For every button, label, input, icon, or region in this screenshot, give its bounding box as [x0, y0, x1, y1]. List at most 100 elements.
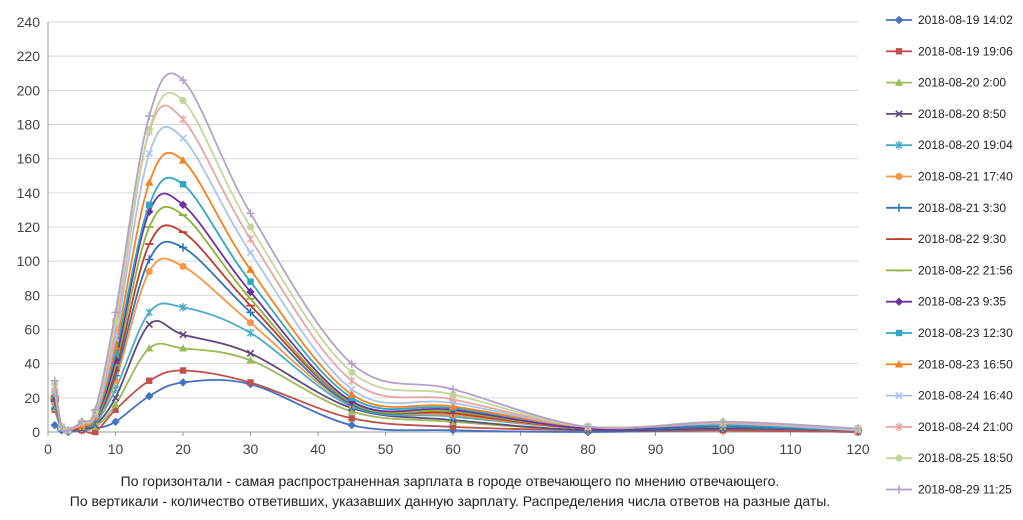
data-point [449, 390, 457, 399]
legend-item: 2018-08-29 11:25 [886, 483, 1012, 497]
data-point [178, 200, 188, 209]
legend-label: 2018-08-20 8:50 [918, 107, 1006, 121]
legend-item: 2018-08-20 2:00 [886, 76, 1006, 90]
x-tick-label: 20 [175, 441, 191, 457]
data-point [145, 178, 154, 186]
x-tick-label: 10 [108, 441, 124, 457]
legend-item: 2018-08-21 3:30 [886, 201, 1006, 215]
legend-label: 2018-08-22 9:30 [918, 232, 1006, 246]
legend-marker [894, 203, 904, 212]
data-point [246, 319, 255, 327]
data-point [64, 426, 73, 435]
data-point [448, 402, 458, 410]
x-tick-label: 110 [779, 441, 802, 457]
legend-marker [894, 297, 904, 306]
legend-marker [894, 485, 904, 494]
legend-marker [894, 360, 904, 368]
data-point [178, 243, 188, 252]
y-axis-caption: По вертикали - количество ответивших, ук… [70, 493, 831, 509]
x-tick-label: 70 [513, 441, 529, 457]
data-point [179, 115, 187, 124]
data-point [179, 262, 187, 270]
data-point [111, 417, 120, 426]
data-point [347, 407, 356, 415]
data-point [348, 376, 356, 385]
x-tick-label: 120 [846, 441, 870, 457]
data-point [347, 390, 356, 398]
data-point [179, 96, 187, 105]
y-tick-label: 140 [17, 185, 41, 201]
data-point [178, 344, 188, 352]
y-tick-label: 20 [24, 390, 40, 406]
data-point [145, 308, 153, 317]
data-point [246, 349, 255, 358]
data-point [111, 394, 120, 402]
legend-marker [895, 422, 903, 432]
data-point [50, 376, 59, 385]
data-point [246, 356, 255, 364]
data-point [112, 406, 119, 413]
y-tick-label: 160 [17, 151, 41, 167]
legend-label: 2018-08-24 21:00 [918, 420, 1013, 434]
data-point [91, 405, 100, 414]
legend-marker [894, 78, 904, 86]
legend-label: 2018-08-21 17:40 [918, 170, 1013, 184]
legend-item: 2018-08-23 9:35 [886, 295, 1006, 309]
series-line [54, 378, 859, 433]
legend-marker [895, 141, 903, 150]
data-point [179, 134, 187, 142]
data-point [145, 111, 154, 121]
data-point [246, 248, 255, 257]
y-tick-label: 240 [17, 14, 41, 30]
data-point [449, 423, 457, 431]
legend-marker [895, 48, 903, 55]
legend-label: 2018-08-23 12:30 [918, 326, 1013, 340]
data-point [179, 303, 187, 312]
data-point [145, 391, 154, 401]
data-point [112, 350, 119, 357]
series-12 [50, 151, 863, 434]
series-line [53, 72, 859, 433]
legend-label: 2018-08-20 19:04 [918, 138, 1013, 152]
data-point [92, 428, 99, 436]
data-point [77, 417, 86, 426]
x-axis-caption: По горизонтали - самая распространенная … [121, 473, 780, 489]
data-point [179, 181, 187, 188]
data-point [583, 422, 593, 432]
data-point [347, 420, 356, 430]
legend-label: 2018-08-24 16:40 [918, 389, 1013, 403]
y-tick-label: 200 [17, 82, 41, 98]
y-tick-label: 0 [32, 424, 40, 440]
data-point [348, 415, 355, 422]
gridlines [48, 21, 858, 399]
data-point [853, 424, 863, 433]
legend-label: 2018-08-29 11:25 [918, 483, 1012, 497]
data-point [178, 378, 188, 387]
data-point [246, 308, 255, 317]
legend-label: 2018-08-19 19:06 [918, 44, 1013, 58]
series-13 [50, 125, 862, 435]
x-tick-label: 0 [44, 441, 52, 457]
data-point [145, 344, 154, 352]
legend-item: 2018-08-21 17:40 [886, 170, 1013, 184]
data-point [57, 422, 66, 432]
legend-marker [895, 172, 903, 181]
data-point [146, 201, 153, 208]
data-point [145, 126, 153, 134]
data-point [247, 379, 254, 386]
series-group [50, 72, 863, 437]
data-point [146, 377, 153, 384]
data-point [246, 328, 255, 338]
data-point [178, 156, 188, 164]
data-point [448, 385, 458, 394]
legend-label: 2018-08-23 9:35 [918, 295, 1006, 309]
legend-item: 2018-08-22 21:56 [886, 263, 1013, 277]
data-point [348, 394, 355, 402]
data-point [145, 149, 154, 158]
y-tick-label: 80 [24, 287, 40, 303]
legend-label: 2018-08-23 16:50 [918, 357, 1013, 371]
legend-marker [895, 329, 903, 337]
y-tick-label: 180 [17, 117, 41, 133]
legend-item: 2018-08-24 21:00 [886, 420, 1013, 434]
legend-label: 2018-08-25 18:50 [918, 451, 1013, 465]
